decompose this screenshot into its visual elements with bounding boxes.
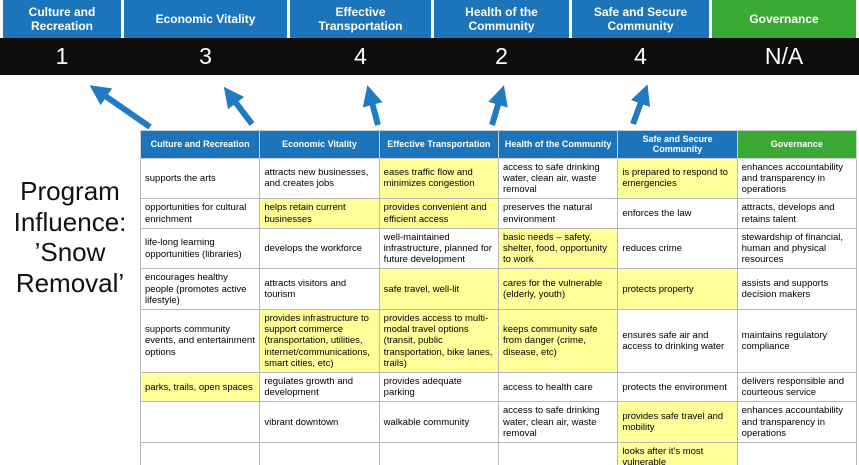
matrix-row-2: opportunities for cultural enrichment hel… (139, 198, 858, 229)
matrix-cell-r5-c1: supports community events, and entertain… (139, 308, 261, 373)
matrix-cell-r6-c5: protects the environment (617, 371, 738, 403)
matrix-cell-r8-c5: looks after it's most vulnerable (617, 441, 738, 465)
matrix-cell-r2-c4: preserves the natural environment (497, 198, 619, 229)
matrix-cell-r2-c5: enforces the law (617, 198, 738, 229)
matrix-cell-r4-c6: assists and supports decision makers (736, 268, 858, 310)
matrix-cell-r4-c4: cares for the vulnerable (elderly, youth… (497, 268, 619, 310)
pillar-header-5: Safe and Secure Community (572, 0, 709, 38)
matrix-row-5: supports community events, and entertain… (139, 308, 858, 373)
matrix-row-4: encourages healthy people (promotes acti… (139, 268, 858, 310)
matrix-cell-r8-c6 (736, 441, 858, 465)
matrix-cell-r1-c1: supports the arts (139, 157, 261, 200)
matrix-cell-r5-c3: provides access to multi-modal travel op… (378, 308, 499, 373)
matrix-row-8: looks after it's most vulnerable (139, 441, 858, 465)
matrix-cell-r3-c2: develops the workforce (259, 227, 380, 270)
matrix-cell-r7-c1 (139, 401, 261, 443)
matrix-header-6: Governance (736, 130, 858, 159)
matrix-cell-r1-c3: eases traffic flow and minimizes congest… (378, 157, 499, 200)
pillar-score-3: 4 (354, 43, 367, 69)
matrix-header-row: Culture and Recreation Economic Vitality E… (139, 130, 858, 159)
matrix-cell-r5-c5: ensures safe air and access to drinking … (617, 308, 738, 373)
influence-arrow-4 (488, 85, 508, 126)
matrix-cell-r2-c3: provides convenient and efficient access (378, 198, 499, 229)
matrix-header-4: Health of the Community (497, 130, 619, 159)
matrix-cell-r7-c5: provides safe travel and mobility (617, 401, 738, 443)
matrix-cell-r6-c6: delivers responsible and courteous servi… (736, 371, 858, 403)
matrix-header-1: Culture and Recreation (139, 130, 261, 159)
matrix-cell-r3-c6: stewardship of financial, human and phys… (736, 227, 858, 270)
matrix-cell-r3-c1: life-long learning opportunities (librar… (139, 227, 261, 270)
matrix-cell-r1-c5: is prepared to respond to emergencies (617, 157, 738, 200)
matrix-cell-r8-c4 (497, 441, 619, 465)
pillar-score-6: N/A (764, 43, 804, 69)
matrix-cell-r3-c3: well-maintained infrastructure, planned … (378, 227, 499, 270)
influence-matrix: Culture and Recreation Economic Vitality E… (139, 130, 858, 465)
matrix-cell-r8-c2 (259, 441, 380, 465)
score-band: 1 3 4 2 4 N/A (0, 38, 859, 75)
matrix-cell-r5-c2: provides infrastructure to support comme… (259, 308, 380, 373)
matrix-cell-r4-c5: protects property (617, 268, 738, 310)
influence-arrows (89, 84, 651, 130)
matrix-cell-r3-c5: reduces crime (617, 227, 738, 270)
matrix-cell-r3-c4: basic needs – safety, shelter, food, opp… (497, 227, 619, 270)
matrix-cell-r2-c1: opportunities for cultural enrichment (139, 198, 261, 229)
matrix-cell-r7-c3: walkable community (378, 401, 499, 443)
matrix-row-3: life-long learning opportunities (librar… (139, 227, 858, 270)
matrix-row-1: supports the arts attracts new businesses… (139, 157, 858, 200)
matrix-cell-r5-c6: maintains regulatory compliance (736, 308, 858, 373)
program-title: Program Influence: ’Snow Removal’ (13, 176, 127, 299)
matrix-header-2: Economic Vitality (259, 130, 380, 159)
matrix-cell-r1-c2: attracts new businesses, and creates job… (259, 157, 380, 200)
matrix-cell-r8-c3 (378, 441, 499, 465)
matrix-cell-r6-c4: access to health care (497, 371, 619, 403)
pillar-score-2: 3 (199, 43, 212, 69)
pillar-score-5: 4 (634, 43, 647, 69)
matrix-header-5: Safe and Secure Community (617, 130, 738, 159)
matrix-cell-r5-c4: keeps community safe from danger (crime,… (497, 308, 619, 373)
matrix-row-6: parks, trails, open spaces regulates grow… (139, 371, 858, 403)
pillar-header-4: Health of the Community (434, 0, 569, 38)
pillar-header-row: Culture and Recreation Economic Vitality E… (0, 0, 859, 38)
matrix-cell-r4-c3: safe travel, well-lit (378, 268, 499, 310)
matrix-cell-r2-c2: helps retain current businesses (259, 198, 380, 229)
matrix-cell-r6-c2: regulates growth and development (259, 371, 380, 403)
influence-arrow-2 (223, 86, 255, 126)
matrix-cell-r6-c3: provides adequate parking (378, 371, 499, 403)
matrix-cell-r7-c6: enhances accountability and transparency… (736, 401, 858, 443)
pillar-score-1: 1 (55, 43, 69, 69)
matrix-cell-r6-c1: parks, trails, open spaces (139, 371, 261, 403)
matrix-cell-r7-c4: access to safe drinking water, clean air… (497, 401, 619, 443)
matrix-cell-r1-c6: enhances accountability and transparency… (736, 157, 858, 200)
matrix-header-3: Effective Transportation (378, 130, 499, 159)
pillar-header-2: Economic Vitality (124, 0, 287, 38)
pillar-header-1: Culture and Recreation (3, 0, 121, 38)
matrix-cell-r7-c2: vibrant downtown (259, 401, 380, 443)
matrix-cell-r4-c2: attracts visitors and tourism (259, 268, 380, 310)
matrix-row-7: vibrant downtown walkable community access… (139, 401, 858, 443)
pillar-header-3: Effective Transportation (290, 0, 431, 38)
matrix-cell-r4-c1: encourages healthy people (promotes acti… (139, 268, 261, 310)
pillar-score-4: 2 (495, 43, 508, 69)
influence-arrow-3 (362, 85, 383, 126)
matrix-cell-r1-c4: access to safe drinking water, clean air… (497, 157, 619, 200)
matrix-cell-r8-c1 (139, 441, 261, 465)
pillar-header-6: Governance (712, 0, 856, 38)
matrix-cell-r2-c6: attracts, develops and retains talent (736, 198, 858, 229)
influence-arrow-5 (630, 84, 651, 126)
influence-arrow-1 (89, 85, 152, 130)
